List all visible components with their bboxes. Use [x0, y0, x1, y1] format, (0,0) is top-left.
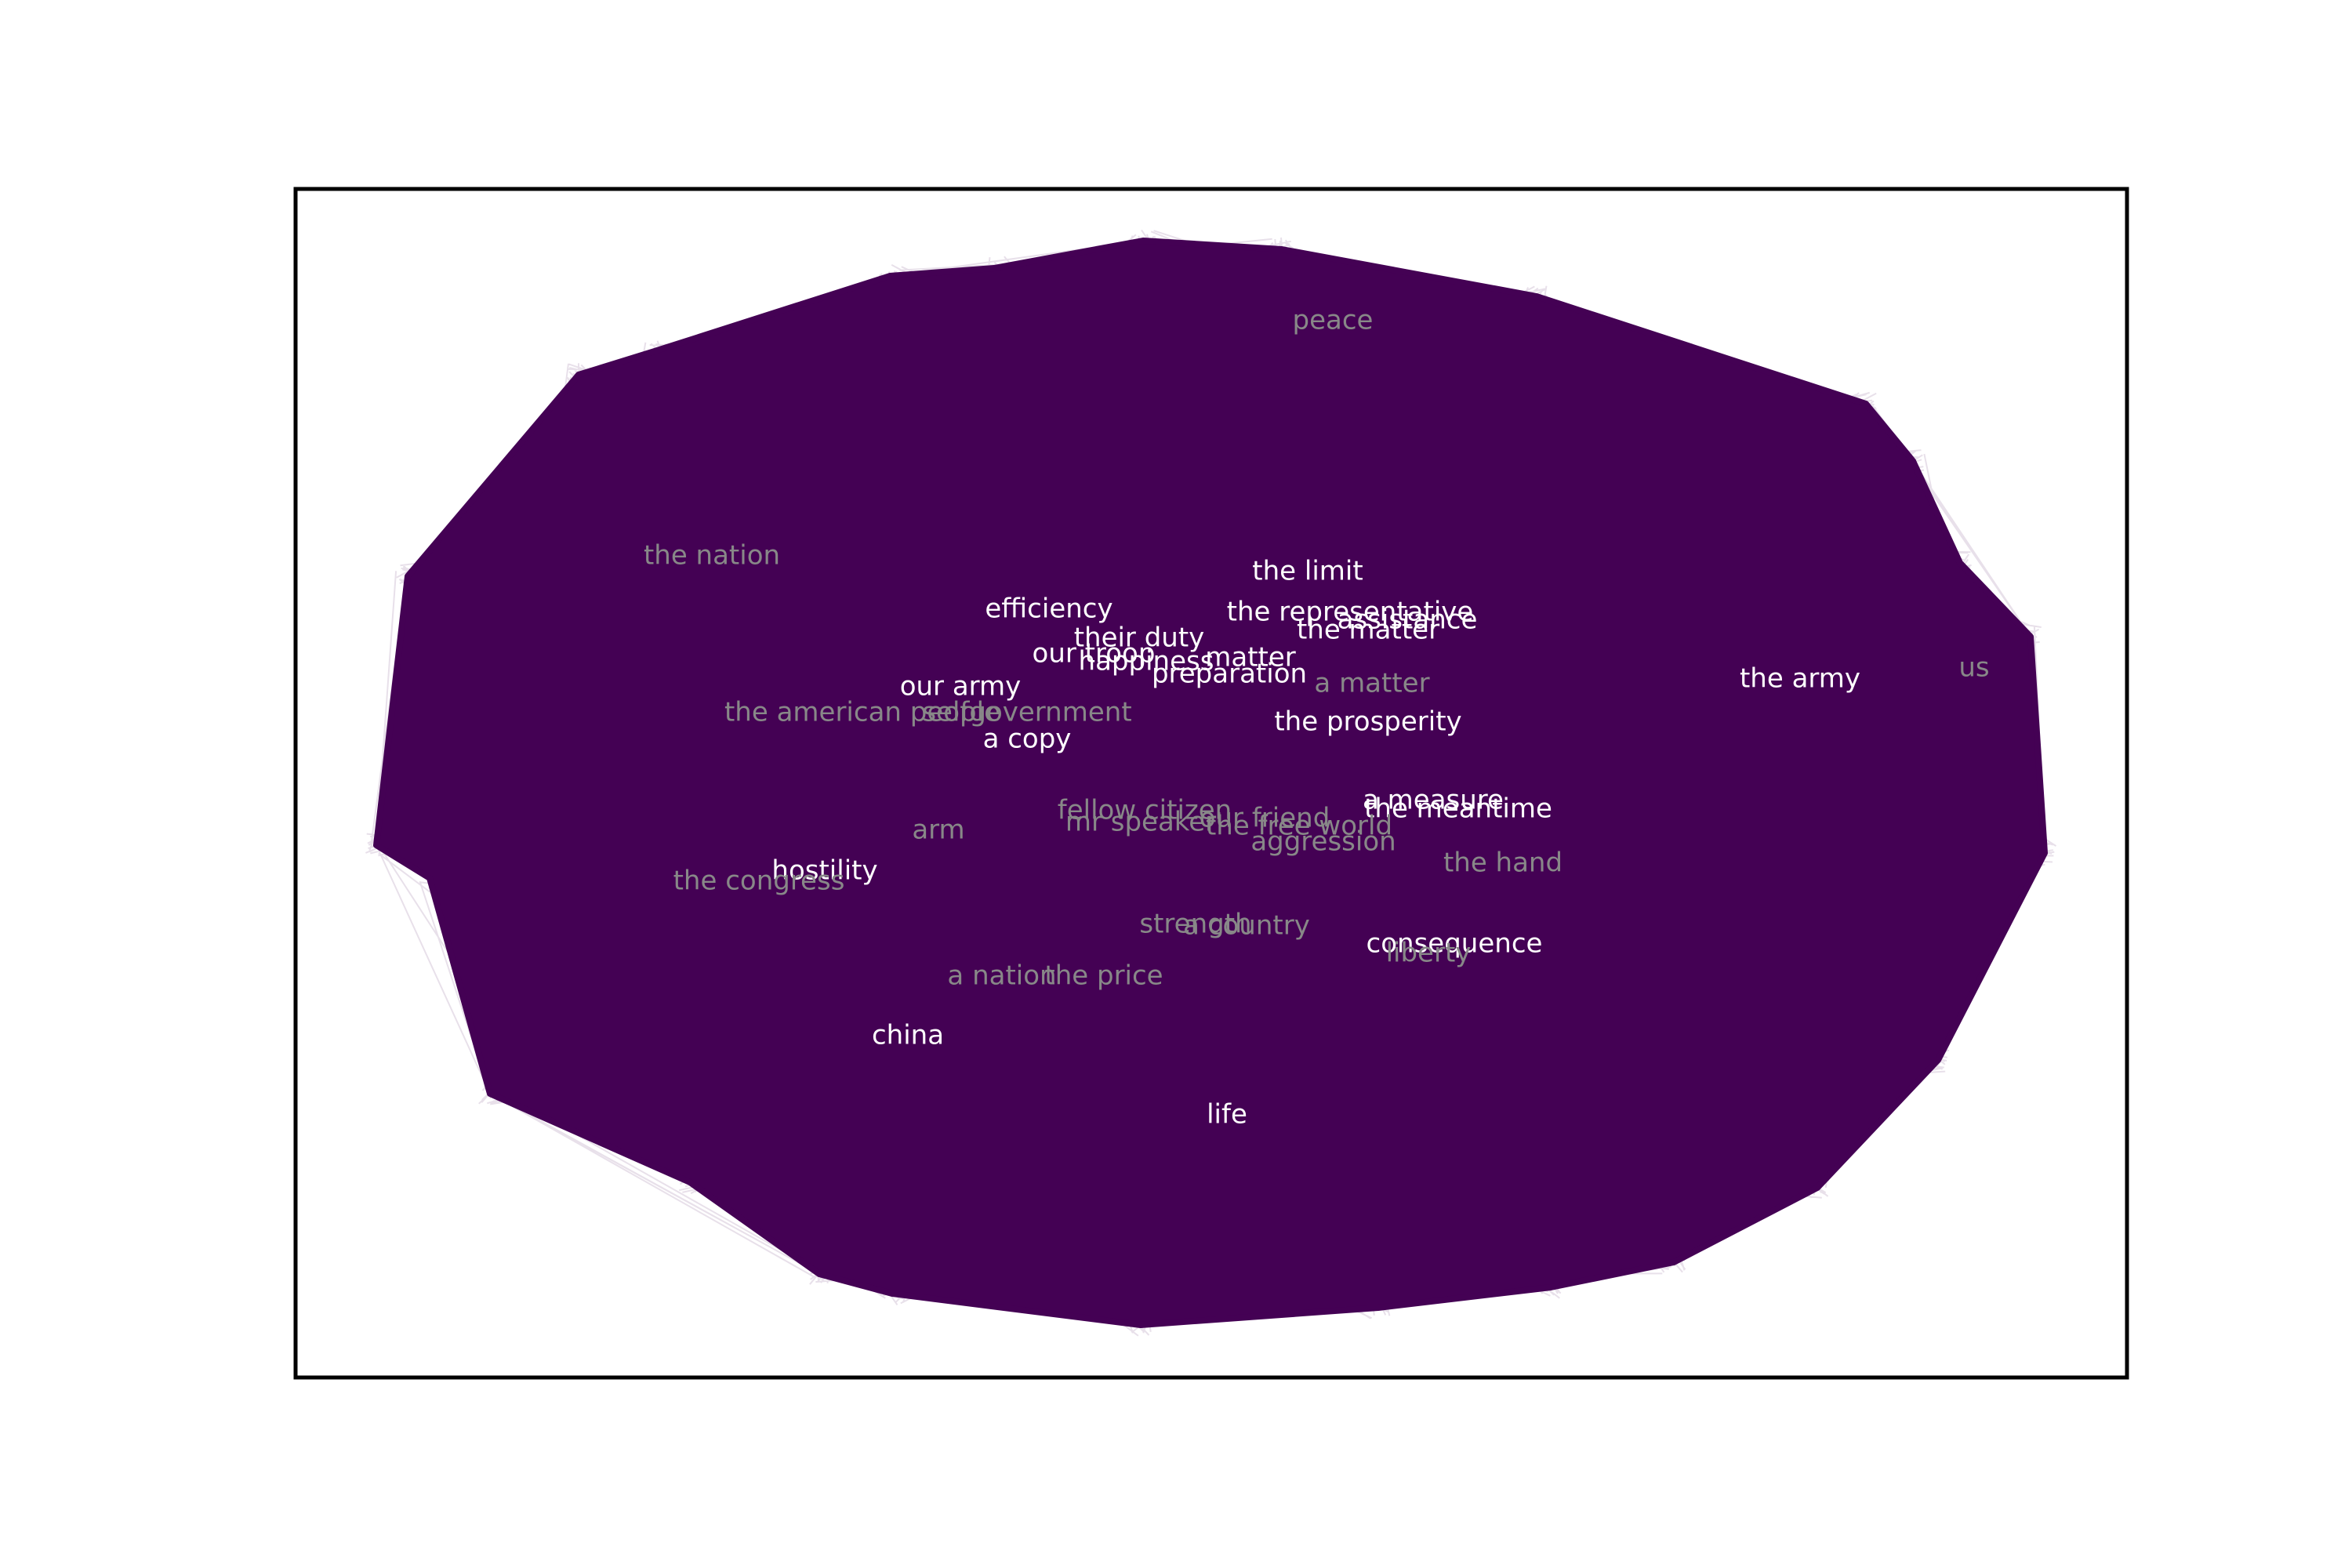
node-label: consequence: [1367, 928, 1543, 960]
node-label: selfgovernment: [922, 697, 1131, 728]
node-label: a nation: [947, 960, 1056, 992]
node-label: china: [872, 1020, 944, 1051]
node-label: the limit: [1252, 556, 1363, 587]
node-label: hostility: [771, 855, 877, 887]
node-label: mr speaker: [1065, 807, 1216, 838]
node-label: a matter: [1314, 668, 1429, 699]
node-label: the representative: [1227, 597, 1474, 628]
node-label: life: [1207, 1099, 1247, 1131]
node-label: the congress: [673, 866, 845, 897]
node-label: a copy: [983, 724, 1072, 755]
node-label: preparation: [1152, 659, 1307, 690]
node-label: us: [1958, 652, 1989, 684]
node-label: the prosperity: [1274, 706, 1461, 738]
labels-layer: peace the nation the limit efficiency the re…: [644, 305, 1990, 1131]
node-label: their duty: [1074, 622, 1205, 654]
node-label: a measure: [1363, 785, 1504, 816]
node-label: our army: [900, 671, 1022, 702]
node-label: efficiency: [985, 593, 1112, 625]
edge-mass: [373, 238, 2048, 1328]
node-label: the free world: [1206, 811, 1392, 842]
node-label: liberty: [1386, 938, 1472, 969]
node-label: a country: [1183, 910, 1310, 942]
node-label: assistance: [1338, 604, 1478, 636]
node-label: arm: [912, 815, 964, 846]
node-cloud: [373, 238, 2048, 1328]
node-label: happiness: [1079, 646, 1214, 677]
node-label: the army: [1740, 663, 1860, 695]
node-label: the american people: [724, 697, 1000, 728]
node-label: strength: [1139, 909, 1251, 940]
node-label: aggression: [1250, 826, 1396, 858]
node-label: peace: [1293, 305, 1374, 336]
node-label: the meantime: [1364, 793, 1552, 825]
node-label: matter: [1205, 642, 1296, 673]
node-label: our friend: [1200, 803, 1330, 834]
node-label: the matter: [1297, 615, 1439, 646]
node-label: our troop: [1033, 638, 1156, 670]
axes-frame: [293, 187, 2129, 1380]
node-label: the nation: [644, 540, 780, 572]
node-label: the hand: [1443, 848, 1563, 879]
node-label: the price: [1044, 960, 1163, 992]
node-label: fellow citizen: [1058, 795, 1232, 826]
